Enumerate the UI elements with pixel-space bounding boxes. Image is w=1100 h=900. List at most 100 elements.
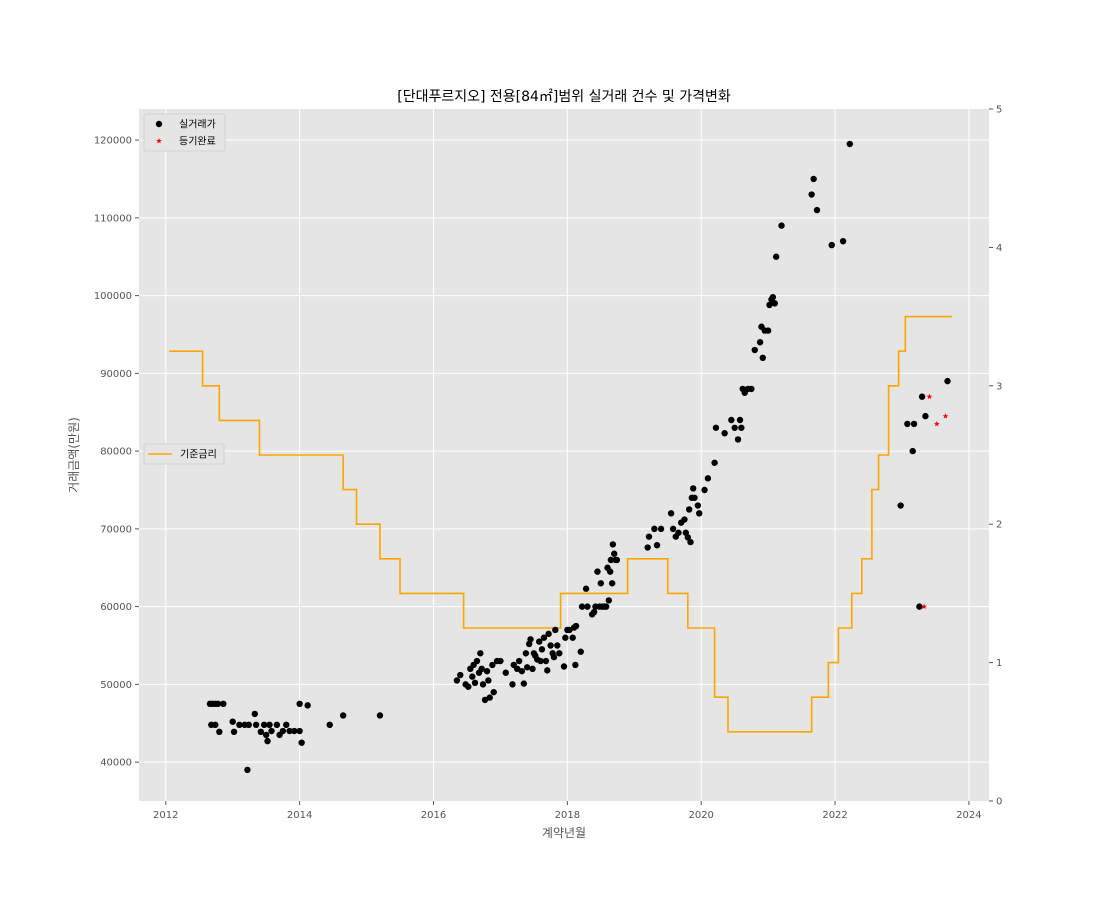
y-axis-left: 40000 50000 60000 70000 80000 90000 100000 1100…	[94, 136, 139, 769]
y2-tick-label: 3	[996, 381, 1002, 392]
transaction-point	[771, 300, 779, 307]
transaction-point	[291, 727, 298, 735]
transaction-point	[610, 550, 618, 557]
transaction-point	[582, 585, 590, 592]
transaction-point	[669, 525, 677, 533]
transaction-point	[542, 657, 550, 665]
legend-marker-dot	[155, 120, 163, 128]
transaction-point	[667, 510, 675, 517]
transaction-point	[554, 642, 561, 649]
transaction-point	[473, 657, 481, 665]
transaction-point	[244, 766, 251, 774]
registered-point	[942, 413, 949, 419]
transaction-point	[251, 710, 258, 718]
transaction-point	[839, 237, 847, 245]
transaction-point	[916, 603, 923, 610]
transaction-point	[691, 494, 698, 501]
transaction-point	[645, 533, 653, 540]
transaction-point	[220, 700, 227, 708]
transaction-point	[537, 657, 544, 665]
transaction-point	[602, 603, 610, 610]
transaction-point	[479, 681, 487, 688]
transaction-point	[651, 525, 658, 533]
transaction-point	[728, 416, 735, 424]
legend-marker-star	[156, 138, 162, 144]
transaction-point	[298, 739, 305, 746]
transaction-point	[684, 534, 692, 541]
transaction-point	[547, 642, 554, 649]
transaction-point	[273, 721, 281, 729]
transaction-point	[609, 541, 617, 548]
y-tick-label: 60000	[100, 602, 132, 613]
scatter-layer	[206, 140, 951, 774]
registered-point	[926, 393, 933, 400]
transaction-point	[608, 580, 616, 587]
transaction-point	[897, 502, 904, 509]
y2-tick-label: 5	[996, 105, 1002, 116]
transaction-point	[486, 694, 493, 701]
transaction-point	[522, 650, 530, 657]
legend-box	[143, 113, 226, 152]
transaction-point	[569, 634, 576, 641]
transaction-point	[236, 721, 243, 729]
transaction-point	[229, 718, 236, 725]
transaction-point	[471, 679, 479, 687]
transaction-point	[523, 664, 531, 671]
x-tick-label: 2014	[287, 810, 312, 821]
transaction-point	[772, 253, 780, 260]
transaction-point	[904, 420, 911, 428]
transaction-point	[260, 721, 268, 729]
transaction-point	[465, 683, 472, 690]
transaction-point	[252, 721, 260, 729]
transaction-point	[721, 430, 728, 437]
x-axis: 2012 2014 2016 2018 2020 2022 2024	[153, 801, 982, 821]
transaction-point	[477, 650, 484, 657]
transaction-point	[552, 626, 559, 634]
transaction-point	[810, 175, 817, 183]
transaction-point	[704, 475, 712, 482]
transaction-point	[922, 412, 929, 420]
transaction-point	[536, 638, 543, 645]
transaction-point	[469, 673, 476, 680]
x-axis-title: 계약년월	[542, 825, 586, 840]
transaction-point	[520, 680, 528, 687]
transaction-point	[264, 737, 271, 745]
y-tick-label: 40000	[100, 758, 132, 769]
x-tick-label: 2016	[421, 810, 446, 821]
transaction-point	[734, 436, 742, 443]
transaction-point	[687, 538, 694, 546]
transaction-point	[918, 393, 926, 400]
transaction-point	[262, 731, 270, 739]
grid	[139, 109, 989, 801]
transaction-point	[681, 516, 688, 523]
transaction-point	[485, 677, 492, 684]
legend-label-transactions: 실거래가	[179, 119, 216, 131]
y-tick-label: 80000	[100, 447, 132, 458]
transaction-point	[490, 688, 497, 696]
transaction-point	[540, 634, 548, 641]
transaction-point	[518, 667, 526, 675]
transaction-point	[483, 667, 491, 675]
transaction-point	[544, 667, 551, 674]
transaction-point	[597, 580, 605, 587]
transaction-point	[653, 541, 661, 549]
legend-rate: 기준금리	[143, 443, 225, 465]
transaction-point	[751, 346, 758, 354]
registered-layer	[921, 393, 949, 610]
transaction-point	[268, 727, 275, 735]
transaction-point	[562, 634, 569, 641]
transaction-point	[497, 657, 504, 665]
transaction-point	[613, 556, 621, 564]
transaction-point	[944, 377, 951, 385]
transaction-point	[556, 650, 563, 657]
transaction-point	[607, 556, 615, 564]
transaction-point	[509, 681, 516, 688]
transaction-point	[339, 712, 347, 719]
legend-transactions: 실거래가 등기완료	[143, 113, 226, 152]
transaction-point	[759, 354, 766, 362]
transaction-point	[296, 727, 303, 735]
y2-tick-label: 0	[996, 797, 1002, 808]
transaction-point	[304, 702, 311, 709]
transaction-point	[778, 222, 785, 229]
